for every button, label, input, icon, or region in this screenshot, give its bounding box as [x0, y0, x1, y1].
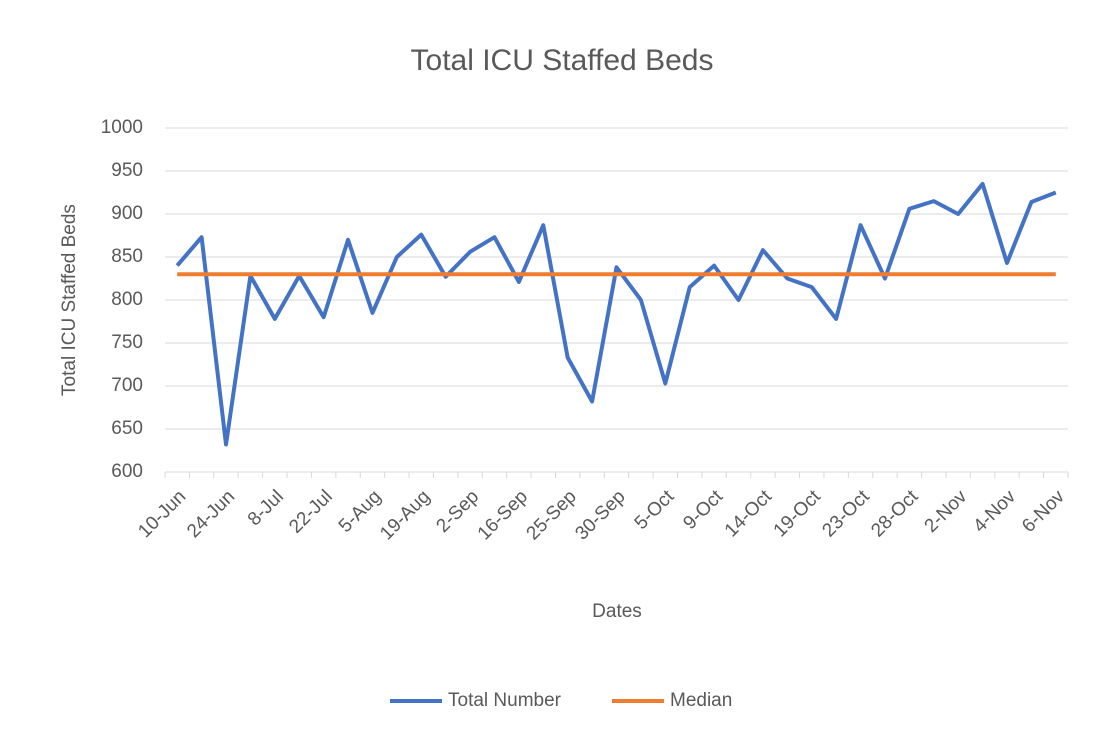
x-tick-label: 14-Oct — [721, 486, 777, 542]
x-tick-label: 2-Nov — [921, 486, 972, 537]
y-tick-label: 700 — [111, 375, 143, 396]
y-axis-label: Total ICU Staffed Beds — [59, 204, 80, 396]
legend-label: Median — [670, 690, 732, 711]
data-line — [175, 181, 1057, 447]
x-tick-label: 19-Oct — [770, 486, 826, 542]
y-tick-label: 950 — [111, 160, 143, 181]
y-tick-label: 600 — [111, 461, 143, 482]
x-tick-label: 5-Oct — [631, 486, 679, 534]
x-tick-label: 4-Nov — [969, 486, 1020, 537]
x-tick-label: 28-Oct — [867, 486, 923, 542]
x-tick-label: 19-Aug — [376, 486, 434, 544]
x-axis-label: Dates — [592, 601, 642, 622]
x-tick-label: 24-Jun — [183, 486, 239, 542]
x-tick-label: 22-Jul — [285, 486, 336, 537]
legend-label: Total Number — [448, 690, 562, 711]
chart-title: Total ICU Staffed Beds — [411, 44, 714, 77]
x-tick-label: 8-Jul — [244, 486, 288, 530]
x-tick-label: 16-Sep — [474, 486, 532, 544]
x-tick-label: 10-Jun — [134, 486, 190, 542]
y-tick-label: 800 — [111, 289, 143, 310]
x-tick-label: 30-Sep — [571, 486, 629, 544]
x-tick-label: 25-Sep — [523, 486, 581, 544]
x-tick-label: 23-Oct — [818, 486, 874, 542]
y-tick-label: 850 — [111, 246, 143, 267]
y-tick-label: 750 — [111, 332, 143, 353]
y-tick-label: 650 — [111, 418, 143, 439]
y-tick-label: 900 — [111, 203, 143, 224]
y-tick-label: 1000 — [101, 117, 143, 138]
x-tick-label: 6-Nov — [1018, 486, 1069, 537]
